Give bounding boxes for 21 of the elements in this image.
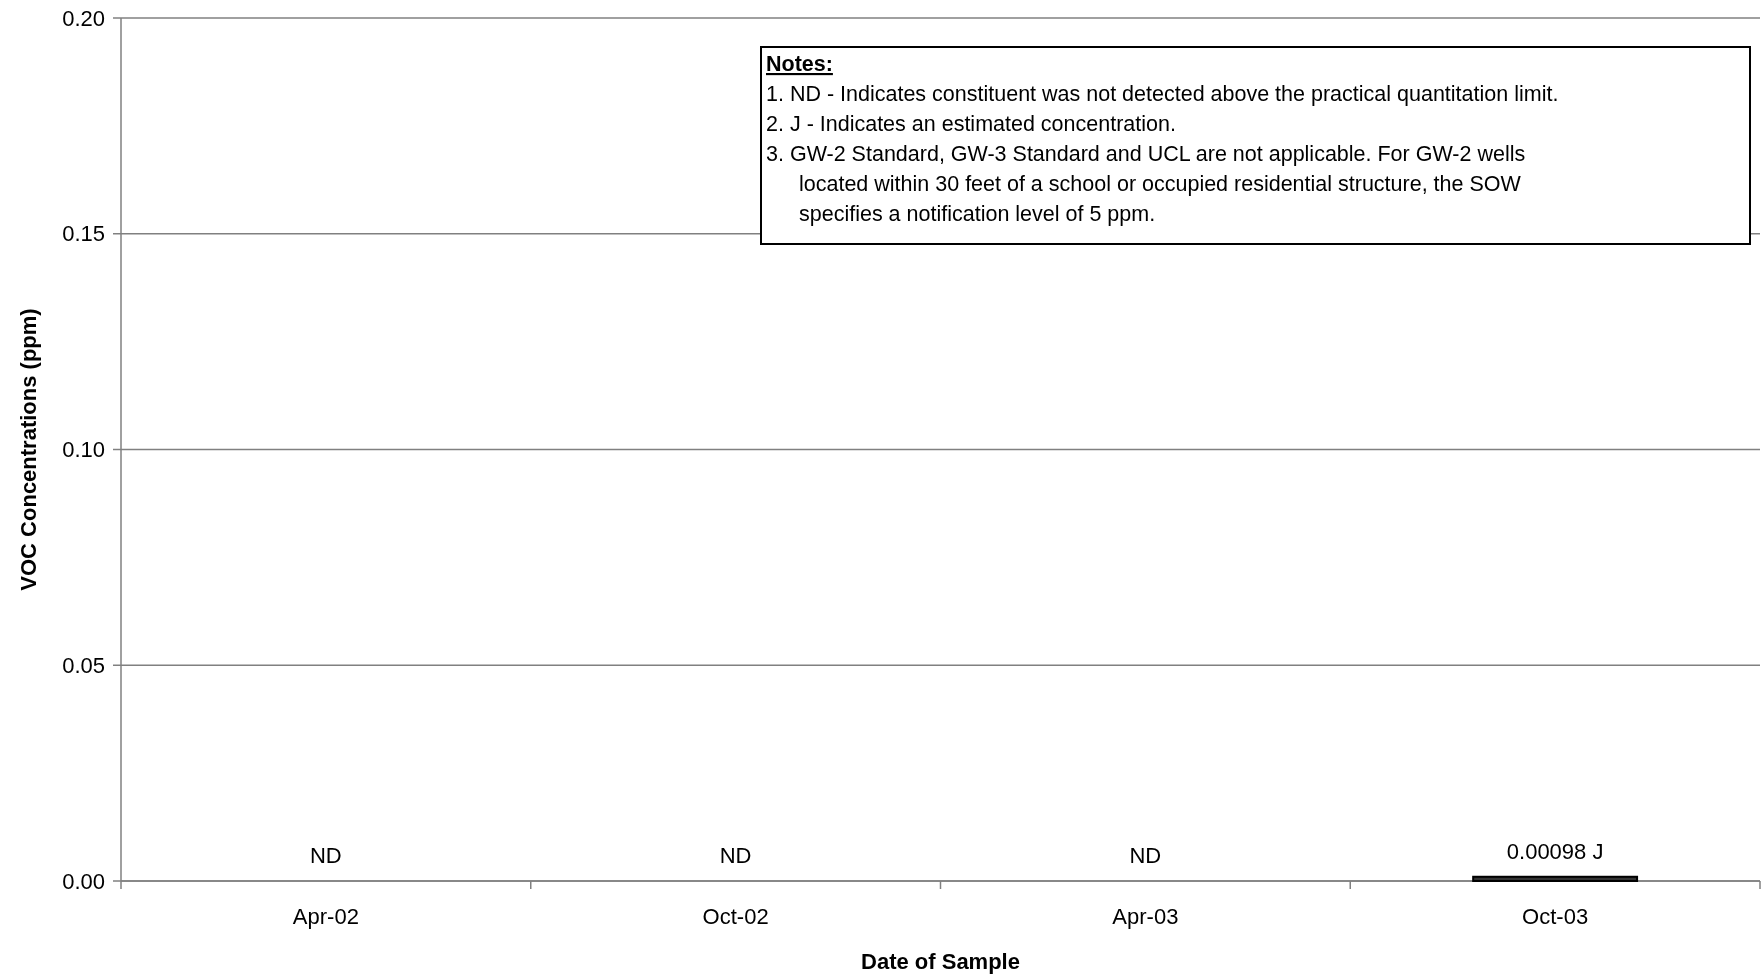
data-label: 0.00098 J	[1506, 838, 1604, 864]
x-axis-title: Date of Sample	[861, 948, 1020, 974]
annotation: 3. GW-2 Standard, GW-3 Standard and UCL are not applicable. For GW-2 wells	[766, 142, 1526, 166]
annotation: 1. ND - Indicates constituent was not detected above the practical quantitation limit.	[766, 82, 1559, 106]
x-tick-label: Oct-02	[702, 903, 769, 929]
annotation: 2. J - Indicates an estimated concentration.	[766, 112, 1176, 136]
x-tick-label: Apr-02	[292, 903, 359, 929]
y-tick-label: 0.20	[62, 5, 105, 31]
y-tick-label: 0.00	[62, 868, 105, 894]
annotation: Notes:	[766, 52, 833, 76]
annotation: located within 30 feet of a school or occupied residential structure, the SOW	[799, 172, 1522, 196]
annotation: specifies a notification level of 5 ppm.	[799, 202, 1156, 226]
text: ND	[1129, 843, 1162, 868]
y-tick-label: 0.10	[62, 437, 105, 463]
x-tick-label: Oct-03	[1522, 903, 1589, 929]
y-tick-label: 0.15	[62, 221, 105, 247]
text: ND	[309, 843, 342, 868]
y-axis-title: VOC Concentrations (ppm)	[15, 308, 41, 591]
y-tick-label: 0.05	[62, 652, 105, 678]
x-tick-label: Apr-03	[1112, 903, 1179, 929]
text: ND	[719, 843, 752, 868]
